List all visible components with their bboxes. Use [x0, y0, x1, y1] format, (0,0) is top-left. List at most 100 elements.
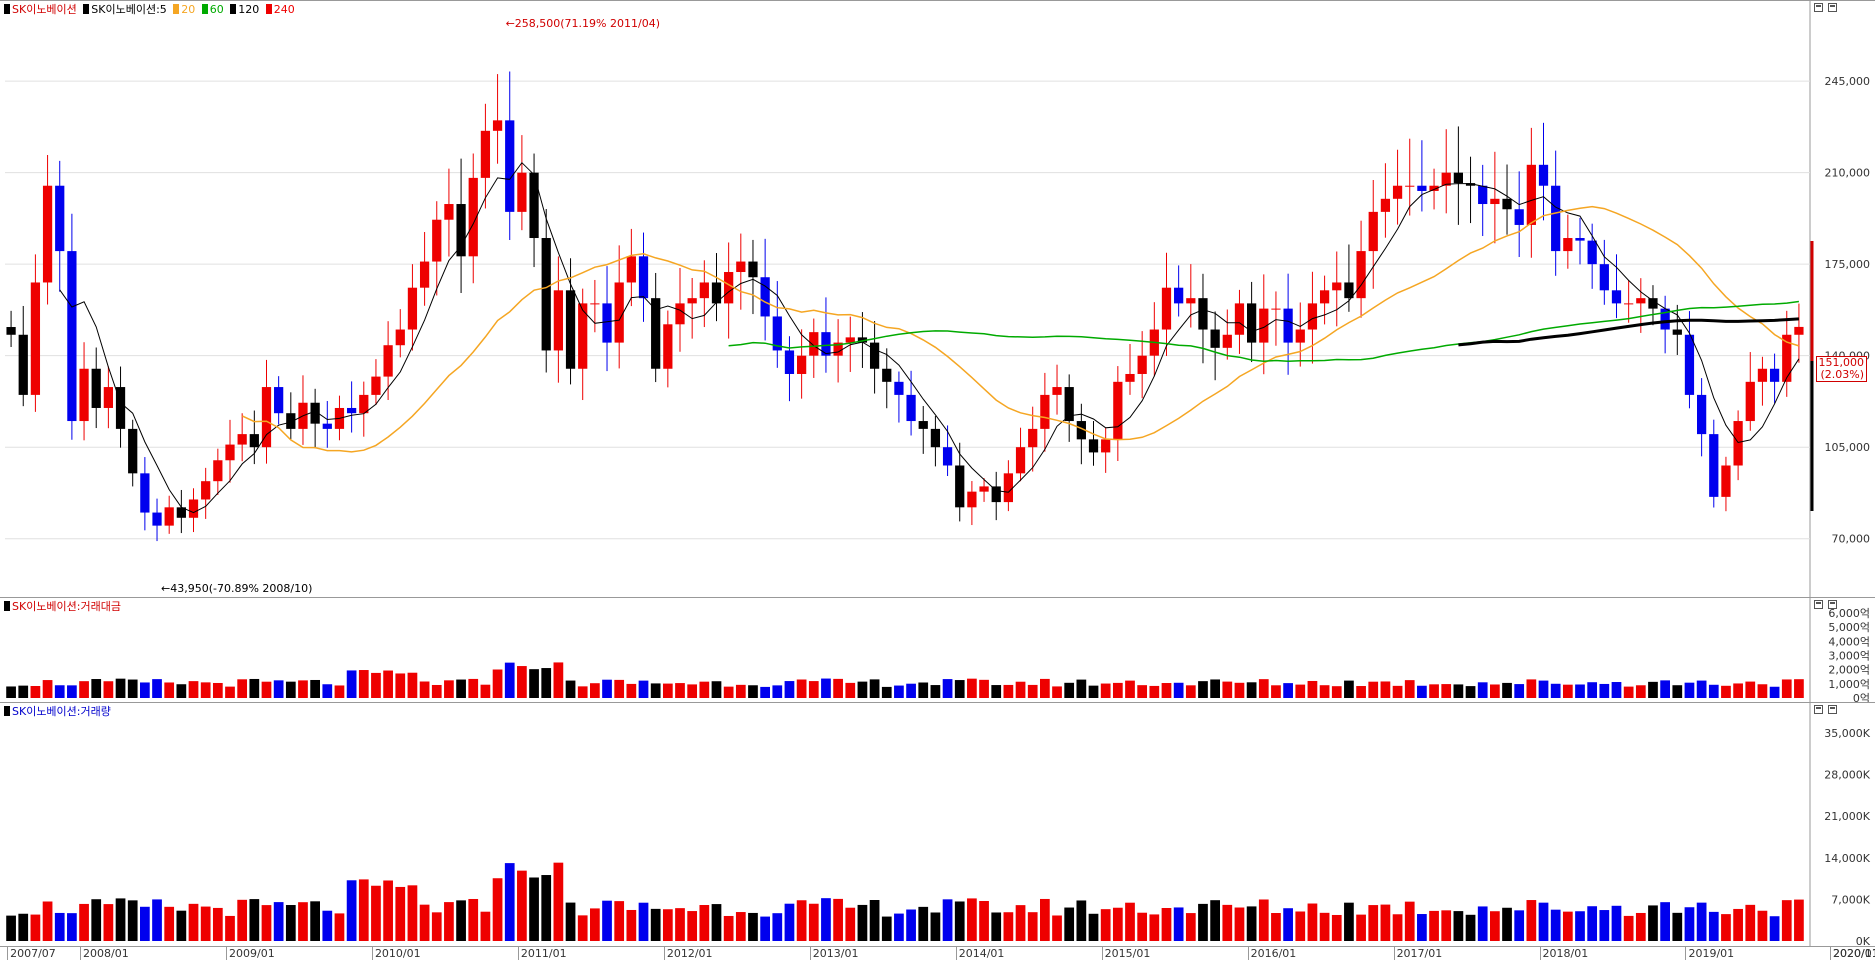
volume-bar — [918, 906, 929, 941]
candle-body — [784, 350, 795, 374]
value-bar — [1514, 684, 1525, 698]
candle-body — [30, 282, 41, 395]
value-bar — [614, 679, 625, 698]
value-bar — [942, 679, 953, 698]
candle-body — [1599, 264, 1609, 291]
candle-body — [1368, 211, 1378, 252]
value-bar — [662, 683, 673, 698]
value-pane: 6,000억 5,000억 4,000억 3,000억 2,000억 1,000억 0억 S… — [0, 597, 1875, 703]
candle-body — [967, 491, 977, 508]
volume-bar — [662, 909, 673, 941]
candle-body — [79, 368, 89, 422]
close-pane-button[interactable] — [1828, 705, 1837, 714]
volume-bar — [1356, 914, 1366, 941]
volume-bar — [1599, 910, 1610, 941]
current-change: (2.03%) — [1820, 368, 1864, 381]
x-axis-label: 2009/01 — [226, 947, 275, 960]
maximize-pane-button[interactable] — [1814, 705, 1823, 714]
current-price-tag: 151,000 (2.03%) — [1815, 356, 1867, 382]
volume-bar — [1781, 900, 1792, 941]
value-bar — [1745, 681, 1756, 698]
candle-body — [1672, 329, 1682, 335]
volume-bar — [784, 903, 795, 941]
value-bar — [808, 681, 819, 698]
candle-body — [1040, 394, 1050, 429]
candle-body — [1782, 334, 1792, 382]
value-bar — [6, 686, 16, 698]
maximize-pane-button[interactable] — [1814, 600, 1823, 609]
candle-body — [383, 345, 393, 377]
volume-bar — [1745, 904, 1756, 941]
value-bar — [1222, 681, 1233, 698]
volume-bar — [1015, 905, 1026, 941]
candle-body — [772, 316, 782, 351]
candle-body — [42, 185, 53, 283]
value-bar — [164, 682, 175, 698]
candle-body — [955, 465, 965, 508]
legend-color-box — [83, 4, 90, 14]
candle-body — [322, 423, 332, 429]
x-axis-label: 2013/01 — [809, 947, 858, 960]
candle-body — [711, 282, 722, 304]
volume-bar — [1185, 913, 1196, 941]
candle-body — [261, 387, 272, 448]
volume-bar — [1076, 900, 1087, 941]
value-bar — [772, 685, 783, 698]
value-bar — [1027, 684, 1038, 698]
candle-body — [675, 303, 685, 325]
volume-bar — [383, 880, 393, 941]
candle-body — [857, 337, 868, 343]
value-bar — [796, 679, 807, 698]
candle-body — [492, 120, 503, 131]
x-axis-label: 2020/11 — [1830, 947, 1875, 960]
volume-bar — [127, 900, 138, 941]
x-axis-label: 2016/01 — [1247, 947, 1296, 960]
volume-bar — [1526, 900, 1537, 941]
price-y-tick-label: 210,000 — [1825, 167, 1871, 180]
candle-body — [687, 298, 697, 304]
volume-bar — [1040, 898, 1050, 941]
value-bar — [517, 666, 527, 698]
price-y-tick-label: 175,000 — [1825, 258, 1871, 271]
close-pane-button[interactable] — [1828, 3, 1837, 12]
value-y-tick-label: 3,000억 — [1828, 650, 1870, 663]
value-bar — [1550, 683, 1561, 698]
candle-body — [1478, 185, 1488, 205]
candle-body — [553, 290, 563, 351]
candle-body — [1745, 381, 1755, 422]
candle-body — [724, 272, 734, 304]
maximize-pane-button[interactable] — [1814, 3, 1823, 12]
value-bar — [1575, 684, 1585, 698]
candle-body — [188, 499, 199, 518]
volume-bar — [748, 912, 758, 941]
candle-body — [942, 447, 953, 466]
volume-bar — [1502, 907, 1512, 941]
volume-y-tick-label: 21,000K — [1824, 810, 1870, 823]
volume-bar — [200, 906, 211, 941]
candle-body — [699, 282, 709, 299]
value-bar — [54, 685, 65, 698]
value-bar — [1538, 680, 1549, 698]
value-bar — [1635, 685, 1646, 698]
value-bar — [1708, 684, 1719, 698]
value-bar — [79, 681, 89, 698]
volume-bar — [1161, 907, 1172, 941]
value-bar — [1271, 685, 1281, 698]
candle-body — [1259, 308, 1269, 343]
candle-body — [736, 261, 746, 273]
volume-bar — [1222, 904, 1233, 941]
volume-bar — [1453, 911, 1464, 941]
close-pane-button[interactable] — [1828, 600, 1837, 609]
candle-body — [651, 298, 661, 369]
volume-bar — [602, 900, 612, 941]
candle-body — [444, 204, 454, 220]
value-bar — [1258, 679, 1269, 698]
volume-bar — [1514, 910, 1525, 941]
legend-color-box — [4, 601, 10, 611]
volume-y-tick-label: 35,000K — [1824, 727, 1870, 740]
volume-bar — [140, 906, 150, 941]
candle-body — [480, 130, 491, 178]
candle-body — [1283, 308, 1293, 343]
value-bar — [1623, 686, 1634, 698]
volume-bar — [760, 916, 770, 941]
